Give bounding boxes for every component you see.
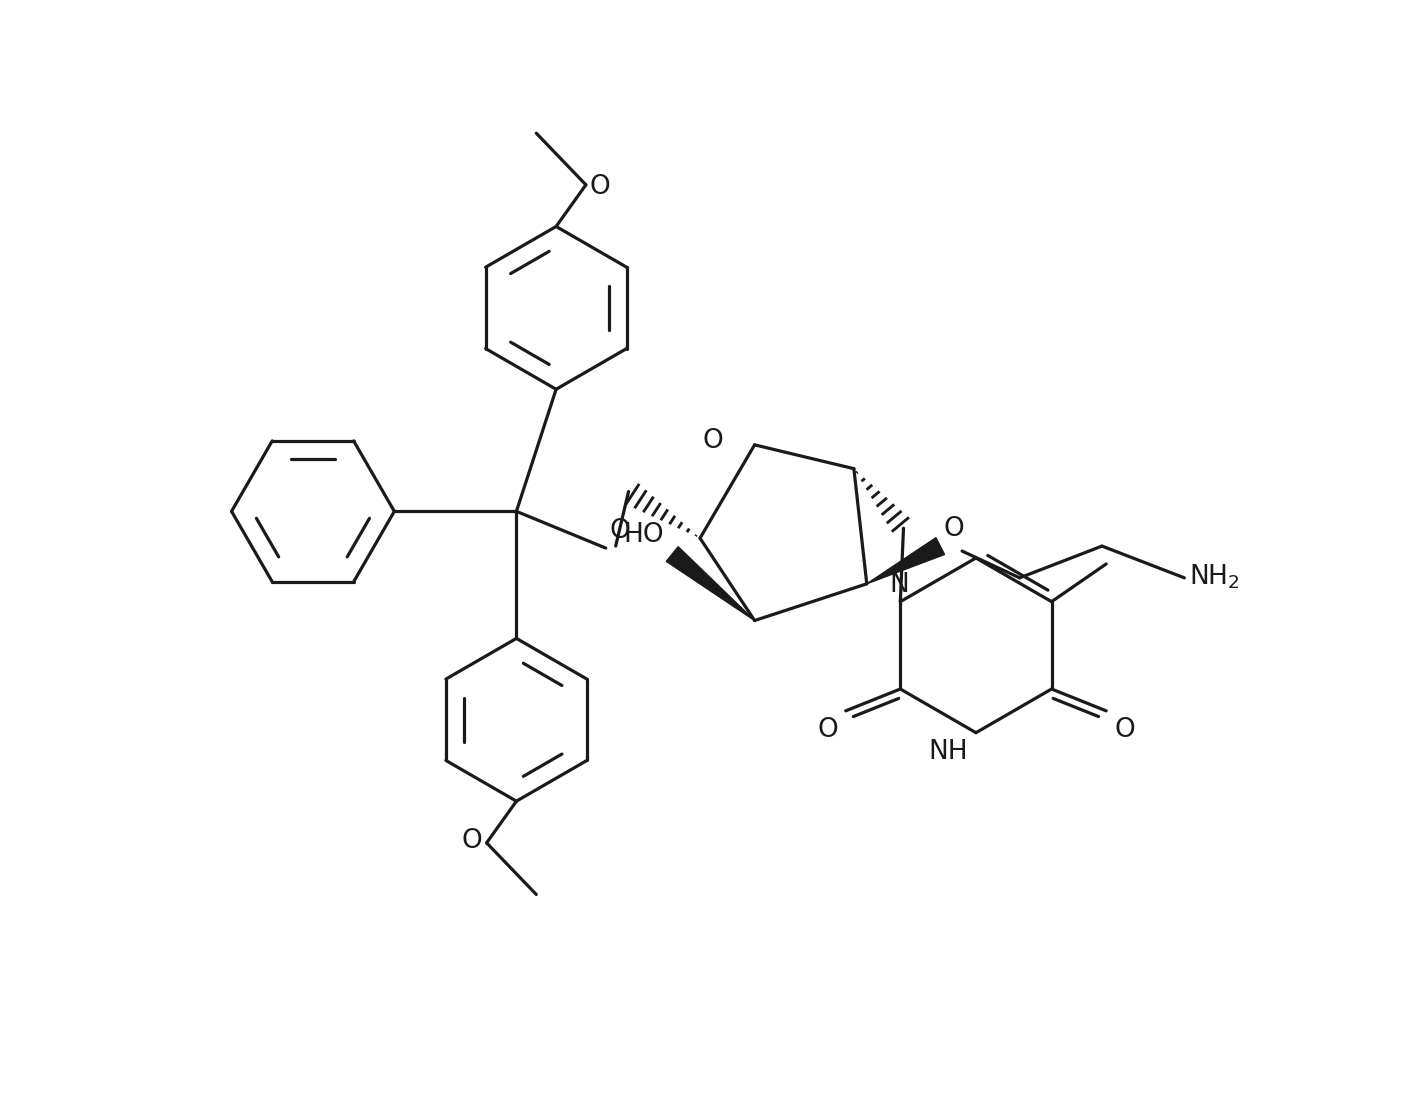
Text: N: N — [890, 571, 910, 598]
Text: NH: NH — [928, 739, 969, 764]
Text: O: O — [590, 174, 611, 200]
Text: O: O — [610, 518, 631, 545]
Polygon shape — [867, 538, 945, 584]
Polygon shape — [666, 547, 755, 620]
Text: NH$_2$: NH$_2$ — [1190, 562, 1240, 591]
Text: HO: HO — [624, 522, 665, 548]
Text: O: O — [462, 828, 483, 854]
Text: O: O — [703, 427, 722, 454]
Text: O: O — [817, 716, 838, 743]
Text: O: O — [943, 516, 964, 542]
Text: O: O — [1114, 716, 1135, 743]
